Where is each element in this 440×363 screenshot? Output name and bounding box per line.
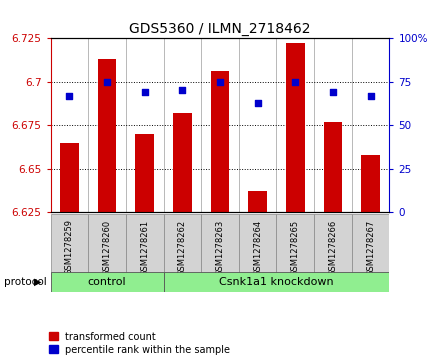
Bar <box>276 214 314 280</box>
Point <box>103 79 110 85</box>
Bar <box>201 214 239 280</box>
Text: control: control <box>88 277 126 287</box>
Text: ▶: ▶ <box>34 277 42 287</box>
Bar <box>126 38 164 212</box>
Bar <box>352 38 389 212</box>
Bar <box>98 59 117 212</box>
Point <box>66 93 73 98</box>
Bar <box>88 38 126 212</box>
Bar <box>201 38 239 212</box>
Bar <box>164 214 201 280</box>
Title: GDS5360 / ILMN_2718462: GDS5360 / ILMN_2718462 <box>129 22 311 36</box>
Bar <box>51 38 88 212</box>
Text: protocol: protocol <box>4 277 47 287</box>
Text: GSM1278261: GSM1278261 <box>140 219 149 276</box>
Bar <box>314 38 352 212</box>
Bar <box>88 214 126 280</box>
Bar <box>60 143 79 212</box>
Bar <box>51 214 88 280</box>
Text: GSM1278263: GSM1278263 <box>216 219 224 276</box>
Text: GSM1278267: GSM1278267 <box>366 219 375 276</box>
Bar <box>276 38 314 212</box>
Text: GSM1278265: GSM1278265 <box>291 219 300 276</box>
Bar <box>352 214 389 280</box>
Bar <box>164 38 201 212</box>
Point <box>141 89 148 95</box>
Bar <box>314 214 352 280</box>
Text: GSM1278262: GSM1278262 <box>178 219 187 276</box>
Text: GSM1278259: GSM1278259 <box>65 219 74 276</box>
Text: GSM1278260: GSM1278260 <box>103 219 112 276</box>
Text: Csnk1a1 knockdown: Csnk1a1 knockdown <box>219 277 334 287</box>
Bar <box>248 191 267 212</box>
Bar <box>136 134 154 212</box>
Bar <box>211 71 229 212</box>
Bar <box>126 214 164 280</box>
Bar <box>239 38 276 212</box>
Bar <box>164 272 389 292</box>
Bar <box>239 214 276 280</box>
Bar <box>173 113 192 212</box>
Text: GSM1278266: GSM1278266 <box>328 219 337 276</box>
Bar <box>361 155 380 212</box>
Bar <box>51 272 164 292</box>
Point <box>179 87 186 93</box>
Point <box>254 100 261 106</box>
Point <box>367 93 374 98</box>
Point <box>330 89 337 95</box>
Bar <box>286 43 305 212</box>
Text: GSM1278264: GSM1278264 <box>253 219 262 276</box>
Bar <box>323 122 342 212</box>
Point <box>292 79 299 85</box>
Legend: transformed count, percentile rank within the sample: transformed count, percentile rank withi… <box>49 331 231 355</box>
Point <box>216 79 224 85</box>
